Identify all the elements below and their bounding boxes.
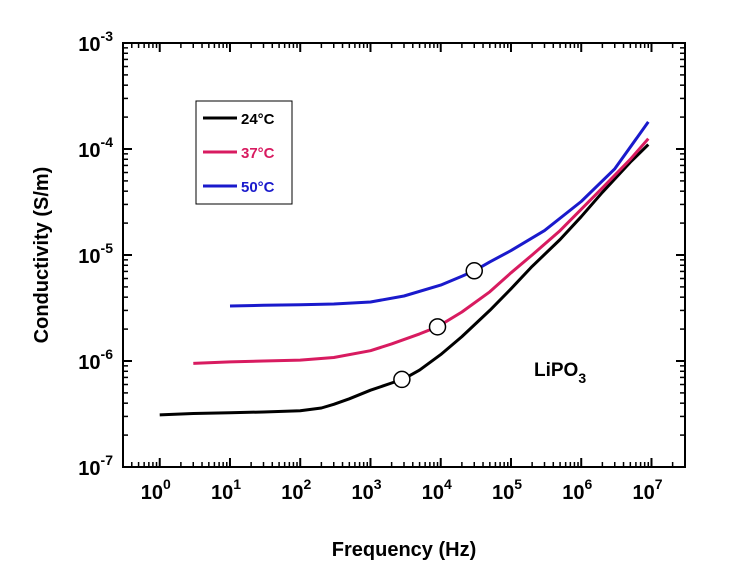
annotation-label: LiPO3 — [534, 360, 586, 386]
y-tick-label: 10-6 — [78, 346, 113, 374]
x-tick-label: 100 — [141, 476, 171, 504]
y-axis-title: Conductivity (S/m) — [31, 167, 53, 344]
tick-layer — [122, 42, 686, 468]
x-tick-label: 101 — [211, 476, 241, 504]
x-tick-label: 106 — [562, 476, 592, 504]
series-line-1 — [193, 137, 650, 365]
x-tick-label: 107 — [632, 476, 662, 504]
y-tick-label: 10-3 — [78, 28, 113, 56]
series-line-0 — [159, 143, 650, 417]
series-line-2 — [229, 121, 650, 308]
legend-label: 24°C — [241, 111, 275, 128]
x-tick-label: 104 — [422, 476, 452, 504]
legend: 24°C 37°C 50°C — [195, 100, 293, 205]
x-tick-label: 105 — [492, 476, 522, 504]
y-tick-label: 10-7 — [78, 452, 113, 480]
x-tick-label: 102 — [281, 476, 311, 504]
x-axis-title: Frequency (Hz) — [332, 539, 476, 561]
marker-layer — [393, 262, 483, 389]
y-tick-label: 10-5 — [78, 240, 113, 268]
tick-label-layer: 100 101 102 103 104 105 106 107 10-7 10-6 10-5 10-4… — [78, 28, 662, 504]
y-tick-label: 10-4 — [78, 134, 113, 162]
annotation-main: LiPO — [534, 360, 578, 381]
crossover-marker — [393, 370, 411, 389]
series-layer — [159, 121, 650, 417]
legend-label: 37°C — [241, 145, 275, 162]
legend-items: 24°C 37°C 50°C — [203, 111, 275, 196]
legend-label: 50°C — [241, 179, 275, 196]
crossover-marker — [465, 262, 483, 280]
crossover-marker — [428, 318, 447, 336]
annotation-subscript: 3 — [578, 370, 586, 386]
x-tick-label: 103 — [351, 476, 381, 504]
